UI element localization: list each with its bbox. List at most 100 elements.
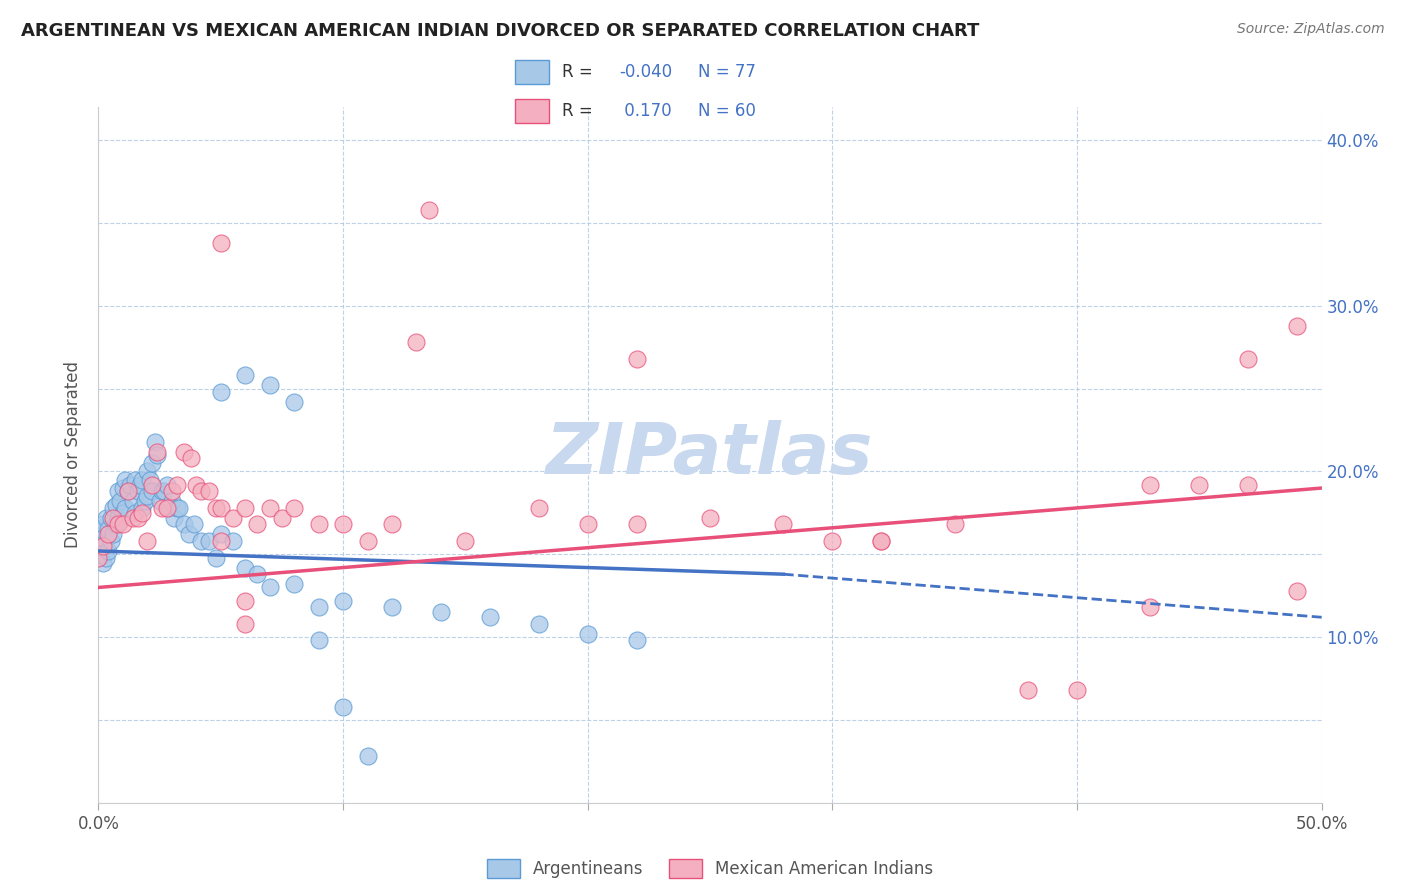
Point bbox=[97, 527, 120, 541]
Point bbox=[308, 633, 330, 648]
Point bbox=[222, 534, 245, 549]
Point bbox=[478, 610, 501, 624]
Point bbox=[270, 511, 294, 525]
Point bbox=[381, 517, 404, 532]
Point bbox=[332, 517, 354, 532]
Point bbox=[405, 335, 427, 350]
Point bbox=[209, 534, 232, 549]
Point bbox=[131, 500, 153, 515]
Point bbox=[166, 477, 188, 491]
Point bbox=[1286, 318, 1309, 333]
Point bbox=[101, 511, 124, 525]
Point bbox=[308, 517, 330, 532]
Point bbox=[870, 534, 893, 549]
Legend: Argentineans, Mexican American Indians: Argentineans, Mexican American Indians bbox=[479, 853, 941, 885]
Point bbox=[283, 395, 305, 409]
Point bbox=[94, 550, 117, 565]
Point bbox=[127, 511, 149, 525]
Point bbox=[124, 473, 146, 487]
Point bbox=[1237, 477, 1260, 491]
Point bbox=[381, 600, 404, 615]
Point bbox=[246, 517, 269, 532]
Point bbox=[1188, 477, 1211, 491]
Point bbox=[91, 539, 114, 553]
Point bbox=[430, 605, 453, 619]
Point bbox=[1237, 351, 1260, 366]
Point bbox=[136, 534, 159, 549]
Point bbox=[157, 500, 180, 515]
Text: R =: R = bbox=[562, 62, 598, 80]
Point bbox=[332, 593, 354, 607]
Text: 0.170: 0.170 bbox=[619, 102, 672, 120]
Point bbox=[209, 384, 232, 399]
Point bbox=[356, 534, 378, 549]
Point bbox=[146, 444, 169, 458]
Point bbox=[205, 500, 228, 515]
Point bbox=[156, 500, 179, 515]
Text: ZIPatlas: ZIPatlas bbox=[547, 420, 873, 490]
Point bbox=[87, 539, 110, 553]
Point bbox=[150, 484, 173, 499]
Point bbox=[111, 517, 134, 532]
Point bbox=[97, 544, 120, 558]
Point bbox=[246, 567, 269, 582]
Point bbox=[114, 500, 136, 515]
Point bbox=[1286, 583, 1309, 598]
FancyBboxPatch shape bbox=[516, 60, 550, 84]
Point bbox=[356, 749, 378, 764]
Point bbox=[90, 523, 112, 537]
Point bbox=[233, 368, 256, 383]
Point bbox=[150, 500, 173, 515]
Point bbox=[127, 484, 149, 499]
Y-axis label: Divorced or Separated: Divorced or Separated bbox=[65, 361, 83, 549]
Point bbox=[699, 511, 721, 525]
Point bbox=[149, 494, 172, 508]
Point bbox=[283, 577, 305, 591]
Point bbox=[110, 514, 132, 528]
Point bbox=[91, 556, 114, 570]
Point bbox=[141, 484, 163, 499]
Text: N = 77: N = 77 bbox=[697, 62, 756, 80]
Point bbox=[131, 473, 153, 487]
Point bbox=[259, 378, 281, 392]
Point bbox=[190, 534, 212, 549]
Point bbox=[1017, 683, 1039, 698]
Point bbox=[121, 511, 143, 525]
Point bbox=[120, 477, 142, 491]
Point bbox=[97, 523, 120, 537]
Point bbox=[626, 633, 648, 648]
Point bbox=[136, 465, 159, 479]
Point bbox=[418, 202, 440, 217]
Point bbox=[1139, 600, 1161, 615]
Point bbox=[100, 534, 122, 549]
Point bbox=[134, 494, 156, 508]
Point bbox=[186, 477, 208, 491]
Point bbox=[209, 235, 232, 250]
Point bbox=[454, 534, 477, 549]
Point bbox=[124, 506, 146, 520]
Point bbox=[111, 506, 134, 520]
Point bbox=[107, 517, 129, 532]
Point bbox=[870, 534, 893, 549]
Point bbox=[233, 616, 256, 631]
Point bbox=[146, 448, 169, 462]
Point bbox=[101, 500, 124, 515]
Point bbox=[91, 517, 114, 532]
Point bbox=[166, 500, 188, 515]
Point bbox=[117, 484, 139, 499]
Point bbox=[197, 534, 219, 549]
Point bbox=[117, 484, 139, 499]
Point bbox=[90, 547, 112, 561]
Point bbox=[626, 517, 648, 532]
Point bbox=[160, 494, 183, 508]
Point bbox=[180, 451, 202, 466]
Point bbox=[209, 500, 232, 515]
Point bbox=[233, 593, 256, 607]
Point bbox=[136, 489, 159, 503]
Point bbox=[87, 550, 110, 565]
Point bbox=[143, 434, 166, 449]
Point bbox=[943, 517, 966, 532]
Point bbox=[160, 484, 183, 499]
Point bbox=[308, 600, 330, 615]
Point bbox=[129, 477, 152, 491]
